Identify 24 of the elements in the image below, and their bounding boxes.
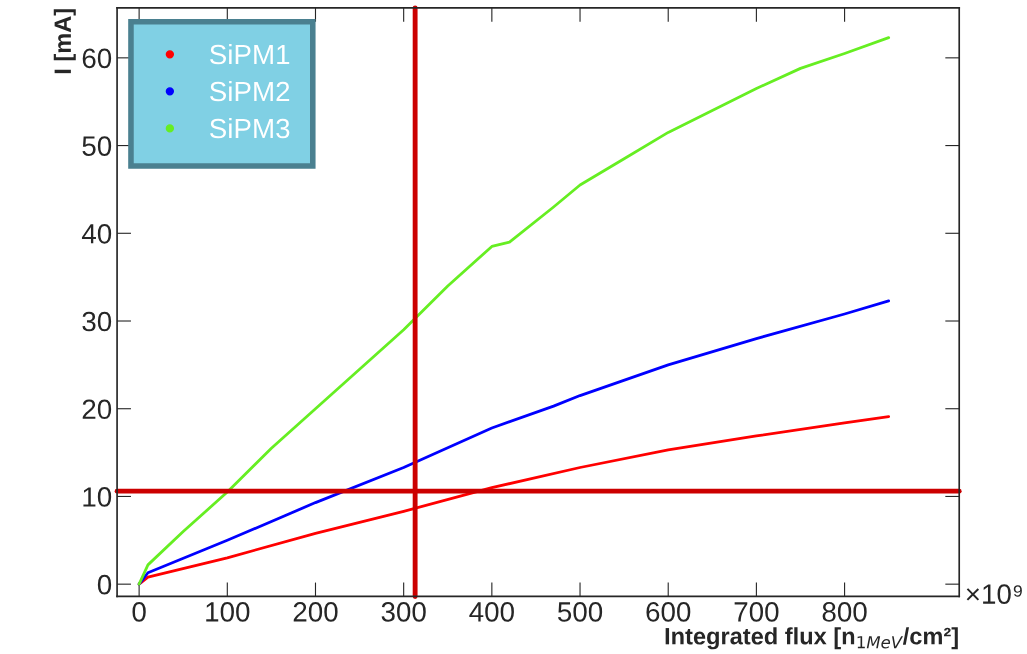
x-tick-label: 600	[646, 602, 691, 622]
legend-label: SiPM3	[210, 117, 290, 139]
y-tick-label: 10	[83, 487, 112, 507]
line-series	[137, 36, 891, 586]
x-tick-label: 300	[381, 602, 426, 622]
y-tick-label: 50	[82, 136, 112, 156]
x-tick-label: 100	[206, 602, 250, 622]
y-axis-title: I [mA]	[53, 9, 76, 74]
y-tick-label: 20	[82, 399, 112, 420]
y-tick-label: 0	[97, 574, 112, 595]
legend-label: SiPM1	[210, 43, 290, 65]
legend-label: SiPM2	[210, 80, 290, 102]
x-tick-label: 800	[822, 602, 867, 622]
line-series	[137, 299, 891, 586]
x-tick-label: 500	[557, 602, 603, 622]
text: ×10⁹	[966, 584, 1022, 604]
x-tick-label: 0	[132, 602, 146, 622]
y-tick-label: 40	[81, 223, 112, 244]
x-tick-label: 200	[293, 602, 338, 622]
x-tick-label: 700	[734, 602, 779, 622]
x-tick-label: 400	[469, 602, 514, 622]
y-tick-label: 60	[82, 48, 112, 69]
x-axis-title: Integrated flux [n$_{1MeV}$/cm²]	[665, 627, 958, 650]
y-tick-label: 30	[82, 311, 112, 332]
